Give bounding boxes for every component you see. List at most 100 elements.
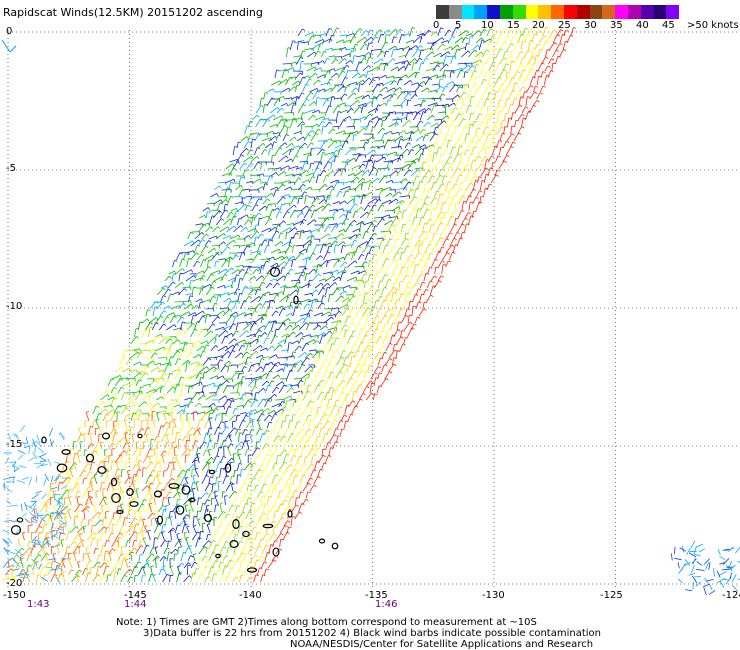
wind-barb-tick [405, 314, 409, 318]
wind-barb [555, 43, 561, 51]
wind-barb-tick [381, 330, 385, 333]
wind-barb [345, 393, 348, 401]
wind-barb-tick [291, 433, 295, 436]
wind-barb-tick [388, 328, 393, 330]
wind-barb [111, 375, 121, 380]
wind-barb [416, 273, 422, 282]
wind-barb [279, 285, 286, 289]
wind-barb-tick [276, 230, 280, 233]
wind-barb [382, 175, 391, 177]
wind-barb [262, 443, 267, 450]
wind-barb-tick [464, 71, 468, 73]
wind-barb-tick [248, 295, 252, 299]
wind-barb-tick [310, 400, 314, 403]
wind-barb [402, 198, 408, 205]
wind-barb-tick [242, 201, 244, 205]
wind-barb-tick [181, 316, 185, 320]
wind-barb-tick [395, 281, 399, 284]
wind-barb-tick [401, 33, 405, 36]
wind-barb-tick [433, 232, 437, 234]
wind-barb-tick [308, 243, 312, 246]
wind-barb-tick [248, 235, 251, 239]
wind-barb [275, 135, 279, 142]
wind-barb [477, 85, 480, 93]
wind-barb-tick [290, 148, 295, 151]
wind-barb [327, 314, 336, 317]
wind-barb-tick [217, 367, 221, 371]
wind-barb-tick [261, 448, 265, 451]
wind-barb-tick [355, 380, 359, 383]
wind-barb [163, 414, 167, 422]
wind-barb-tick [547, 65, 551, 68]
wind-barb [391, 132, 399, 135]
wind-barb [405, 292, 408, 303]
wind-barb [284, 414, 287, 422]
wind-barb-tick [406, 274, 410, 278]
wind-barb-tick [286, 453, 290, 456]
wind-barb-tick [464, 140, 468, 143]
wind-barb [454, 125, 457, 135]
wind-barb-tick [110, 433, 113, 436]
wind-barb [465, 33, 472, 37]
wind-barb [277, 171, 285, 177]
wind-barb [363, 221, 373, 226]
wind-barb-tick [198, 340, 201, 344]
colorbar-swatch [525, 5, 539, 19]
wind-barb [266, 192, 272, 198]
wind-barb [390, 157, 400, 163]
wind-barb [287, 342, 290, 352]
wind-barb-tick [314, 73, 318, 76]
wind-barb [313, 67, 321, 72]
wind-barb-tick [335, 240, 338, 244]
wind-barb [204, 254, 213, 261]
wind-barb [371, 341, 375, 352]
wind-barb [407, 238, 410, 247]
wind-barb [317, 60, 324, 65]
wind-barb-tick [477, 127, 481, 130]
wind-barb [520, 57, 524, 65]
wind-barb [271, 403, 281, 408]
wind-barb [346, 198, 354, 205]
wind-barb-tick [327, 260, 331, 262]
wind-barb-tick [242, 188, 246, 192]
wind-barb-tick [435, 126, 439, 129]
wind-barb [451, 27, 457, 37]
wind-barb-tick [371, 286, 375, 290]
wind-barb [202, 207, 209, 212]
wind-barb [438, 111, 446, 114]
wind-barb-tick [421, 49, 425, 52]
wind-barb-tick [327, 391, 331, 394]
wind-barb-tick [208, 223, 210, 227]
wind-barb [422, 223, 425, 233]
wind-barb [126, 348, 136, 352]
wind-barb-tick [457, 94, 460, 98]
wind-barb-tick [326, 370, 330, 374]
wind-barb-tick [466, 149, 470, 152]
wind-barb [419, 111, 424, 121]
wind-barb-tick [350, 377, 354, 380]
wind-barb-tick [562, 33, 566, 36]
wind-barb [112, 420, 115, 429]
wind-barb [358, 163, 364, 170]
wind-barb-tick [146, 318, 150, 322]
wind-barb [303, 456, 306, 464]
wind-barb-tick [171, 402, 175, 406]
wind-barb [387, 139, 395, 142]
wind-barb [380, 41, 386, 51]
wind-barb-tick [395, 170, 399, 174]
wind-barb [223, 284, 232, 289]
wind-barb [372, 160, 375, 170]
wind-barb-tick [195, 440, 199, 442]
wind-barb-tick [223, 233, 226, 237]
wind-barb-tick [227, 187, 231, 189]
wind-barb [387, 299, 390, 310]
wind-barb-tick [256, 456, 260, 458]
wind-barb [380, 378, 387, 387]
wind-barb-tick [440, 275, 444, 278]
wind-barb [265, 130, 274, 135]
wind-barb-tick [393, 48, 397, 51]
wind-barb [200, 245, 207, 254]
wind-barb [327, 399, 330, 408]
wind-barb [238, 268, 243, 275]
wind-barb-tick [388, 214, 391, 218]
